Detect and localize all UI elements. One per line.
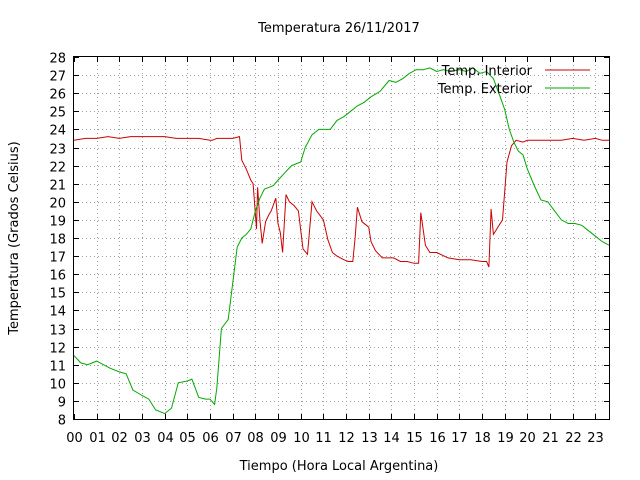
grid	[74, 57, 609, 419]
y-tick-label: 17	[49, 251, 66, 266]
x-tick-label: 18	[474, 431, 491, 446]
x-tick-label: 07	[225, 431, 242, 446]
y-tick-label: 22	[49, 161, 66, 176]
x-tick-label: 16	[429, 431, 446, 446]
x-tick-label: 10	[293, 431, 310, 446]
x-tick-label: 00	[66, 431, 83, 446]
y-tick-label: 9	[58, 396, 66, 411]
x-tick-label: 12	[338, 431, 355, 446]
y-tick-label: 13	[49, 324, 66, 339]
x-tick-label: 11	[315, 431, 332, 446]
x-tick-label: 22	[565, 431, 582, 446]
chart-title: Temperatura 26/11/2017	[257, 21, 420, 36]
x-tick-label: 20	[519, 431, 536, 446]
x-tick-label: 14	[383, 431, 400, 446]
y-tick-label: 21	[49, 179, 66, 194]
x-tick-label: 15	[406, 431, 423, 446]
y-tick-label: 11	[49, 360, 66, 375]
series-line-interior	[73, 135, 609, 268]
x-tick-label: 05	[179, 431, 196, 446]
x-axis-title: Tiempo (Hora Local Argentina)	[239, 459, 439, 474]
y-tick-label: 23	[49, 143, 66, 158]
y-tick-label: 14	[49, 305, 66, 320]
x-tick-label: 19	[497, 431, 514, 446]
y-axis-title: Temperatura (Grados Celsius)	[7, 141, 22, 335]
x-tick-label: 13	[361, 431, 378, 446]
y-tick-label: 20	[49, 197, 66, 212]
y-tick-label: 25	[49, 106, 66, 121]
y-tick-label: 15	[49, 287, 66, 302]
y-tick-label: 26	[49, 88, 66, 103]
legend-label: Temp. Exterior	[437, 82, 533, 97]
x-tick-label: 06	[202, 431, 219, 446]
plot-frame	[73, 56, 610, 420]
x-tick-label: 02	[111, 431, 128, 446]
y-tick-label: 27	[49, 70, 66, 85]
x-tick-label: 23	[587, 431, 604, 446]
x-tick-label: 03	[134, 431, 151, 446]
y-tick-label: 12	[49, 342, 66, 357]
x-tick-label: 08	[247, 431, 264, 446]
series-line-exterior	[73, 67, 610, 415]
series-group	[73, 67, 610, 415]
legend: Temp. Interior Temp. Exterior	[437, 64, 590, 97]
y-tick-label: 16	[49, 269, 66, 284]
y-tick-label: 18	[49, 233, 66, 248]
y-tick-label: 24	[49, 124, 66, 139]
y-tick-label: 10	[49, 378, 66, 393]
y-tick-label: 28	[49, 52, 66, 67]
y-tick-label: 8	[58, 414, 66, 429]
y-tick-label: 19	[49, 215, 66, 230]
x-tick-label: 17	[451, 431, 468, 446]
x-tick-label: 04	[157, 431, 174, 446]
legend-label: Temp. Interior	[441, 64, 533, 79]
x-tick-label: 01	[89, 431, 106, 446]
x-tick-label: 21	[542, 431, 559, 446]
axis-ticks: 8 9 10 11 12 13 14 15 16 17 18 19 20 21 22 23 24 25 26 27 28…	[49, 52, 609, 446]
x-tick-label: 09	[270, 431, 287, 446]
